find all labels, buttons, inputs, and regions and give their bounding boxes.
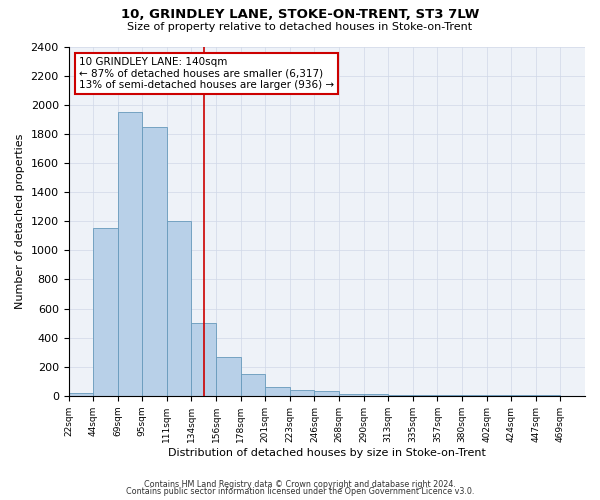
Bar [364, 394, 388, 396]
Bar [93, 228, 118, 396]
X-axis label: Distribution of detached houses by size in Stoke-on-Trent: Distribution of detached houses by size … [168, 448, 486, 458]
Bar [68, 392, 93, 396]
Bar [314, 392, 339, 396]
Text: 10, GRINDLEY LANE, STOKE-ON-TRENT, ST3 7LW: 10, GRINDLEY LANE, STOKE-ON-TRENT, ST3 7… [121, 8, 479, 20]
Text: 10 GRINDLEY LANE: 140sqm
← 87% of detached houses are smaller (6,317)
13% of sem: 10 GRINDLEY LANE: 140sqm ← 87% of detach… [79, 57, 334, 90]
Bar [142, 126, 167, 396]
Bar [388, 395, 413, 396]
Text: Contains HM Land Registry data © Crown copyright and database right 2024.: Contains HM Land Registry data © Crown c… [144, 480, 456, 489]
Bar [413, 395, 437, 396]
Text: Contains public sector information licensed under the Open Government Licence v3: Contains public sector information licen… [126, 487, 474, 496]
Bar [265, 387, 290, 396]
Bar [118, 112, 142, 396]
Y-axis label: Number of detached properties: Number of detached properties [15, 134, 25, 309]
Bar [339, 394, 364, 396]
Bar [216, 356, 241, 396]
Bar [167, 221, 191, 396]
Text: Size of property relative to detached houses in Stoke-on-Trent: Size of property relative to detached ho… [127, 22, 473, 32]
Bar [241, 374, 265, 396]
Bar [191, 323, 216, 396]
Bar [290, 390, 314, 396]
